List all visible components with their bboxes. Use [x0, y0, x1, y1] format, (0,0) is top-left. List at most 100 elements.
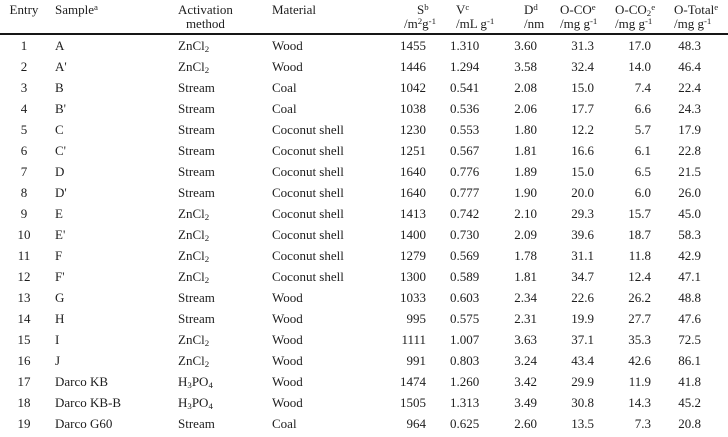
cell-v: 0.541 — [450, 80, 480, 95]
cell-entry: 11 — [17, 248, 31, 263]
table-row: 13 G Stream Wood 1033 0.603 2.34 22.6 26.2 48.8 — [0, 287, 728, 308]
cell-v: 0.603 — [450, 290, 480, 305]
table-row: 14 H Stream Wood 995 0.575 2.31 19.9 27.7 47.6 — [0, 308, 728, 329]
table-row: 15 I ZnCl2 Wood 1111 1.007 3.63 37.1 35.3 72.5 — [0, 329, 728, 350]
cell-d: 2.34 — [514, 290, 537, 305]
cell-s: 995 — [406, 311, 427, 326]
cell-o_co: 17.7 — [571, 101, 594, 116]
cell-activation: Stream — [178, 122, 215, 137]
cell-o_co2: 14.3 — [628, 395, 651, 410]
cell-activation: ZnCl2 — [178, 227, 210, 244]
cell-v: 0.803 — [450, 353, 480, 368]
cell-entry: 17 — [17, 374, 31, 389]
cell-activation: ZnCl2 — [178, 206, 210, 223]
cell-o_total: 46.4 — [678, 59, 701, 74]
cell-o_co: 29.9 — [571, 374, 594, 389]
cell-entry: 4 — [20, 101, 28, 116]
cell-entry: 5 — [20, 122, 28, 137]
cell-v: 0.589 — [450, 269, 480, 284]
cell-o_total: 22.8 — [678, 143, 701, 158]
cell-material: Coconut shell — [272, 164, 344, 179]
cell-d: 3.42 — [514, 374, 537, 389]
cell-o_total: 86.1 — [678, 353, 701, 368]
table-header: Entry Samplea Activation method Material Sb/m… — [0, 0, 728, 35]
cell-s: 1279 — [400, 248, 426, 263]
column-header-o_co2: O-CO2e/mg g-1 — [600, 0, 658, 35]
cell-o_co2: 11.8 — [628, 248, 651, 263]
column-header-activation: Activation method — [170, 0, 264, 35]
cell-activation: H3PO4 — [178, 374, 213, 391]
cell-sample: D — [55, 164, 65, 179]
cell-entry: 10 — [17, 227, 31, 242]
cell-d: 1.81 — [514, 269, 537, 284]
cell-material: Wood — [272, 59, 303, 74]
cell-o_co2: 6.6 — [634, 101, 651, 116]
cell-o_total: 47.6 — [678, 311, 701, 326]
header-row: Entry Samplea Activation method Material Sb/m… — [0, 0, 728, 35]
cell-v: 0.777 — [450, 185, 480, 200]
cell-material: Wood — [272, 38, 303, 53]
cell-o_co: 43.4 — [571, 353, 594, 368]
cell-activation: ZnCl2 — [178, 353, 210, 370]
cell-material: Coconut shell — [272, 269, 344, 284]
column-header-d: Dd/nm — [497, 0, 547, 35]
cell-entry: 2 — [20, 59, 28, 74]
cell-o_total: 22.4 — [678, 80, 701, 95]
cell-s: 1251 — [400, 143, 426, 158]
cell-o_co2: 18.7 — [628, 227, 651, 242]
cell-s: 964 — [406, 416, 427, 431]
cell-activation: Stream — [178, 416, 215, 431]
table-row: 18 Darco KB-B H3PO4 Wood 1505 1.313 3.49 30.8 14… — [0, 392, 728, 413]
cell-material: Coconut shell — [272, 143, 344, 158]
cell-activation: Stream — [178, 185, 215, 200]
cell-sample: C — [55, 122, 64, 137]
cell-s: 1111 — [401, 332, 426, 347]
cell-o_co: 20.0 — [571, 185, 594, 200]
cell-d: 3.49 — [514, 395, 537, 410]
cell-o_co: 16.6 — [571, 143, 594, 158]
cell-o_co: 30.8 — [571, 395, 594, 410]
cell-v: 1.313 — [450, 395, 480, 410]
cell-o_total: 26.0 — [678, 185, 701, 200]
cell-d: 2.60 — [514, 416, 537, 431]
table-row: 16 J ZnCl2 Wood 991 0.803 3.24 43.4 42.6 86.1 — [0, 350, 728, 371]
cell-entry: 13 — [17, 290, 31, 305]
cell-o_co: 39.6 — [571, 227, 594, 242]
cell-d: 1.90 — [514, 185, 537, 200]
cell-material: Coconut shell — [272, 206, 344, 221]
cell-entry: 9 — [20, 206, 28, 221]
table-body: 1 A ZnCl2 Wood 1455 1.310 3.60 31.3 17.0 48.3 2 A' Z… — [0, 34, 728, 434]
column-header-material: Material — [264, 0, 400, 35]
cell-sample: Darco KB — [55, 374, 109, 389]
cell-s: 1033 — [400, 290, 426, 305]
cell-s: 1042 — [400, 80, 426, 95]
cell-d: 3.63 — [514, 332, 537, 347]
cell-d: 3.60 — [514, 38, 537, 53]
cell-s: 1640 — [400, 164, 426, 179]
cell-v: 0.730 — [450, 227, 480, 242]
cell-entry: 16 — [17, 353, 31, 368]
cell-d: 1.78 — [514, 248, 537, 263]
cell-activation: Stream — [178, 164, 215, 179]
cell-o_co: 29.3 — [571, 206, 594, 221]
column-header-s: Sb/m2g-1 — [400, 0, 450, 35]
cell-material: Coconut shell — [272, 227, 344, 242]
table-row: 4 B' Stream Coal 1038 0.536 2.06 17.7 6.6 24.3 — [0, 98, 728, 119]
cell-o_co: 12.2 — [571, 122, 594, 137]
cell-entry: 19 — [17, 416, 31, 431]
cell-activation: Stream — [178, 101, 215, 116]
cell-o_co: 13.5 — [571, 416, 594, 431]
cell-entry: 1 — [20, 38, 28, 53]
cell-s: 1413 — [400, 206, 426, 221]
cell-activation: Stream — [178, 80, 215, 95]
cell-d: 2.06 — [514, 101, 537, 116]
cell-activation: ZnCl2 — [178, 332, 210, 349]
cell-d: 3.24 — [514, 353, 537, 368]
cell-activation: Stream — [178, 311, 215, 326]
table-row: 19 Darco G60 Stream Coal 964 0.625 2.60 13.5 7.3… — [0, 413, 728, 434]
cell-o_co: 19.9 — [571, 311, 594, 326]
table-row: 10 E' ZnCl2 Coconut shell 1400 0.730 2.09 39.6 1… — [0, 224, 728, 245]
cell-material: Wood — [272, 332, 303, 347]
cell-o_co: 15.0 — [571, 80, 594, 95]
